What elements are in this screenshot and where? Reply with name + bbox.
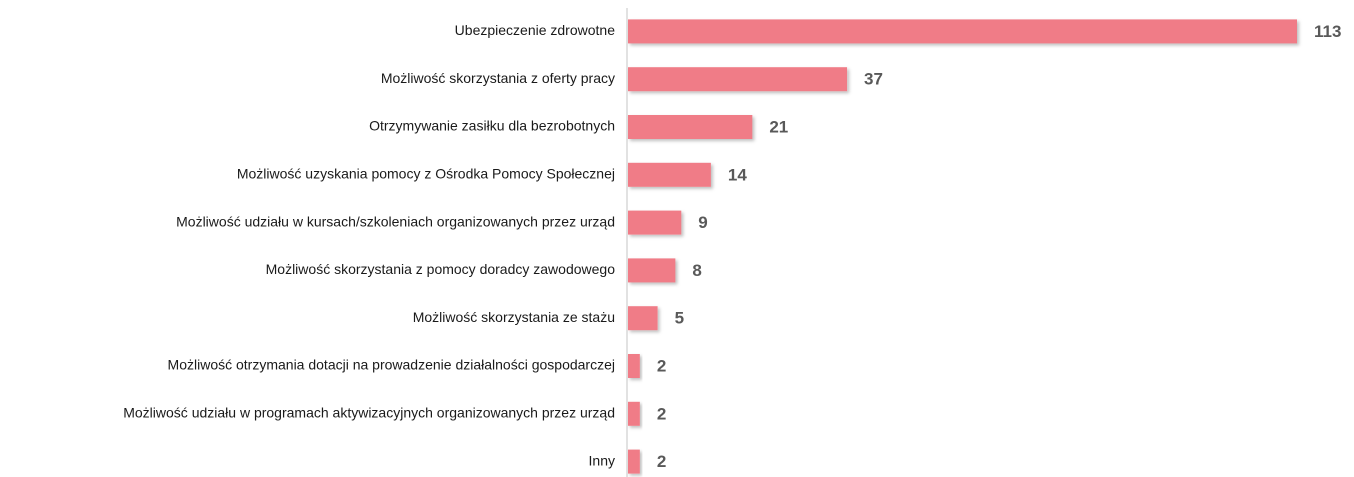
data-label: 21 (769, 117, 788, 136)
category-label: Możliwość uzyskania pomocy z Ośrodka Pom… (237, 166, 615, 182)
category-label: Możliwość skorzystania z pomocy doradcy … (266, 261, 616, 277)
data-label: 2 (657, 452, 666, 471)
bar (628, 115, 753, 139)
category-label: Możliwość skorzystania ze stażu (413, 309, 615, 325)
category-label: Możliwość udziału w kursach/szkoleniach … (176, 213, 615, 229)
bar (628, 258, 676, 283)
data-label: 2 (657, 356, 666, 375)
bar (628, 67, 848, 92)
data-label: 2 (657, 404, 666, 423)
bar (628, 162, 711, 187)
data-label: 9 (698, 213, 707, 232)
data-label: 5 (675, 309, 684, 328)
category-label: Inny (589, 452, 615, 468)
category-label: Otrzymywanie zasiłku dla bezrobotnych (369, 118, 615, 134)
data-label: 8 (692, 261, 701, 280)
data-label: 113 (1314, 22, 1341, 41)
bar (628, 449, 640, 474)
bar (628, 19, 1297, 44)
bar (628, 354, 640, 378)
category-label: Ubezpieczenie zdrowotne (455, 22, 616, 38)
data-label: 37 (864, 70, 883, 89)
category-label: Możliwość otrzymania dotacji na prowadze… (168, 357, 615, 373)
bar (628, 210, 682, 235)
category-label: Możliwość udziału w programach aktywizac… (123, 405, 615, 421)
bar (628, 401, 640, 426)
data-label: 14 (728, 165, 747, 184)
category-label: Możliwość skorzystania z oferty pracy (381, 70, 615, 86)
bar (628, 306, 658, 331)
